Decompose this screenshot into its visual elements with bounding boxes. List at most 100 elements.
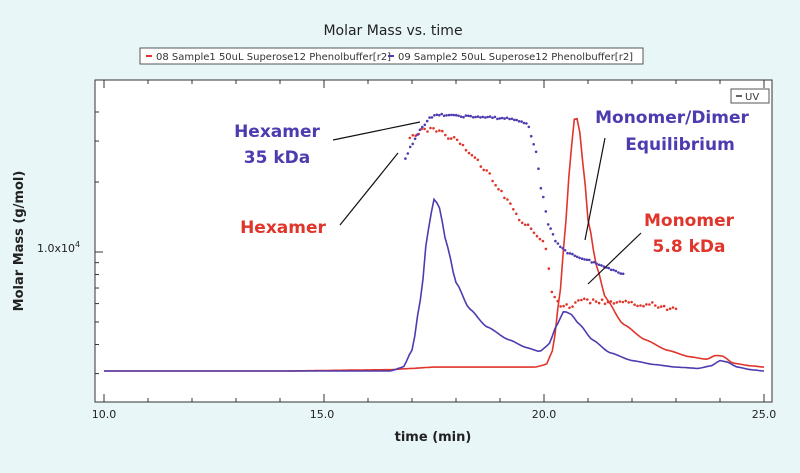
molar-mass-series-3 <box>408 126 678 312</box>
mm-point-4-86 <box>612 268 615 272</box>
mm-point-3-72 <box>621 300 625 304</box>
mm-point-4-76 <box>588 258 591 262</box>
mm-point-3-36 <box>515 212 518 216</box>
mm-point-4-58 <box>544 210 548 213</box>
x-axis-label: time (min) <box>395 430 472 445</box>
y-axis-ticks <box>95 111 103 375</box>
y-tick-exponent: 4 <box>75 240 80 249</box>
mm-point-4-66 <box>563 249 567 252</box>
mm-point-3-27 <box>488 172 492 175</box>
mm-point-3-61 <box>588 301 592 305</box>
mm-point-3-90 <box>674 307 678 311</box>
mm-point-4-72 <box>578 256 581 260</box>
mm-point-3-24 <box>479 165 483 168</box>
uv-legend: UV <box>730 88 770 104</box>
mm-point-4-22 <box>457 114 460 118</box>
mm-point-4-29 <box>474 115 477 119</box>
mm-point-4-19 <box>450 113 453 117</box>
mm-point-3-74 <box>627 301 630 304</box>
mm-point-4-70 <box>573 254 577 258</box>
mm-point-4-45 <box>513 118 516 122</box>
mm-point-4-81 <box>600 264 603 267</box>
mm-point-4-53 <box>532 143 535 146</box>
mm-point-4-73 <box>580 257 584 261</box>
mm-point-4-37 <box>493 115 497 119</box>
mm-point-3-30 <box>497 188 500 191</box>
mm-point-3-71 <box>618 300 622 303</box>
mm-point-3-49 <box>553 295 556 299</box>
mm-point-3-55 <box>571 305 574 308</box>
mm-point-4-13 <box>435 113 439 117</box>
mm-point-3-52 <box>562 304 565 308</box>
annotation-hexamer-red: Hexamer <box>240 218 326 238</box>
mm-point-4-15 <box>440 112 444 116</box>
mm-point-4-47 <box>517 120 521 123</box>
mm-point-4-84 <box>607 266 610 270</box>
mm-point-4-43 <box>508 117 511 121</box>
mm-point-3-45 <box>541 239 545 243</box>
x-tick-label-10: 10.0 <box>92 408 117 421</box>
mm-point-3-85 <box>659 305 663 308</box>
mm-point-3-15 <box>452 136 456 139</box>
mm-point-3-38 <box>520 221 524 225</box>
mm-point-4-14 <box>438 113 441 117</box>
mm-point-3-83 <box>654 304 657 307</box>
mm-point-3-69 <box>612 302 616 305</box>
mm-point-4-18 <box>447 113 451 117</box>
mm-point-3-23 <box>476 158 480 162</box>
mm-point-3-68 <box>609 300 613 303</box>
annotation-hexamer-blue: Hexamer <box>234 122 320 142</box>
mm-point-4-51 <box>527 125 531 129</box>
y-axis-label: Molar Mass (g/mol) <box>12 171 27 312</box>
mm-point-3-32 <box>503 196 506 200</box>
mm-point-3-1 <box>411 134 415 137</box>
mm-point-4-85 <box>609 268 613 272</box>
mm-point-4-0 <box>404 157 407 160</box>
chart-title: Molar Mass vs. time <box>323 23 462 39</box>
mm-point-3-89 <box>671 306 675 309</box>
mm-point-3-67 <box>606 300 610 304</box>
mm-point-3-12 <box>444 133 447 137</box>
mm-point-4-71 <box>575 255 579 259</box>
mm-point-4-62 <box>554 239 557 243</box>
mm-point-4-16 <box>442 114 446 118</box>
mm-point-3-39 <box>523 223 527 227</box>
mm-point-3-80 <box>645 303 648 306</box>
legend: 08 Sample1 50uL Superose12 Phenolbuffer[… <box>139 47 644 65</box>
mm-point-3-78 <box>639 304 642 307</box>
mm-point-4-41 <box>503 117 506 120</box>
mm-point-4-60 <box>549 227 552 230</box>
mm-point-4-38 <box>496 117 499 121</box>
annotation-monomer-dimer: Monomer/Dimer <box>595 108 749 128</box>
mm-point-4-30 <box>476 115 480 118</box>
mm-point-4-87 <box>614 269 618 273</box>
mm-point-4-8 <box>423 123 427 127</box>
mm-point-3-60 <box>586 298 589 301</box>
mm-point-4-20 <box>452 113 456 117</box>
mm-point-3-9 <box>435 130 438 133</box>
mm-point-4-32 <box>481 115 485 119</box>
mm-point-3-18 <box>461 143 465 147</box>
mm-point-3-62 <box>591 298 595 301</box>
y-tick-mantissa: 1.0x10 <box>37 242 75 255</box>
mm-point-4-52 <box>529 134 533 138</box>
mm-point-3-81 <box>648 303 651 306</box>
mm-point-3-13 <box>447 137 450 140</box>
mm-point-4-11 <box>430 116 434 119</box>
mm-point-4-49 <box>522 121 526 125</box>
mm-point-3-65 <box>600 298 604 302</box>
mm-point-4-34 <box>486 115 490 119</box>
mm-point-4-40 <box>500 116 504 120</box>
mm-point-3-21 <box>470 153 474 157</box>
x-tick-label-25: 25.0 <box>752 408 777 421</box>
annotation-5-8kda: 5.8 kDa <box>653 237 726 257</box>
mm-point-3-46 <box>544 247 548 251</box>
x-tick-label-15: 15.0 <box>310 408 335 421</box>
mm-point-4-77 <box>590 261 593 264</box>
mm-point-4-31 <box>479 116 482 119</box>
mm-point-4-1 <box>406 152 410 155</box>
mm-point-4-7 <box>421 125 424 129</box>
mm-point-3-56 <box>574 301 577 304</box>
mm-point-4-54 <box>534 150 538 154</box>
mm-point-3-6 <box>426 130 429 133</box>
